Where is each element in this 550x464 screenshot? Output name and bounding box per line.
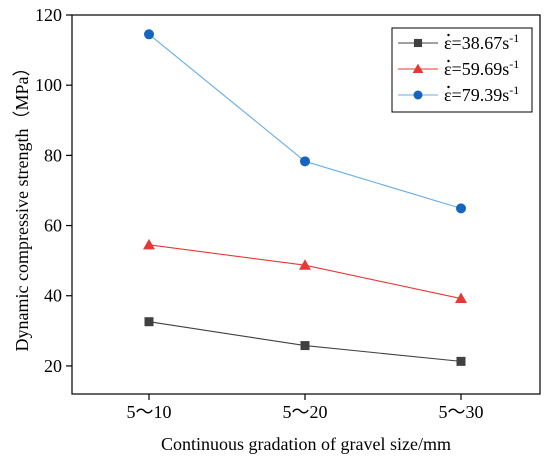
legend-label-superscript: -1 [509,31,519,45]
legend-label-base: ε=79.39s [444,85,509,105]
legend-label: ε=59.69s-1 [444,57,519,79]
y-tick-label: 20 [44,356,62,376]
x-tick-label: 5～30 [439,402,484,422]
legend-label: ε=79.39s-1 [444,83,519,105]
x-tick-label: 5～10 [127,402,172,422]
legend-item: ε=38.67s-1 [398,31,519,53]
data-point [144,29,154,40]
series-2 [143,238,467,304]
y-axis-title: Dynamic compressive strength（MPa） [12,59,32,352]
legend-label-superscript: -1 [509,57,519,71]
data-point [456,356,466,366]
y-axis-ticks: 20 40 60 80 100 120 [35,5,72,376]
legend-label-base: ε=38.67s [444,33,509,53]
series-layer [143,29,467,366]
data-point [455,292,467,304]
legend-marker [413,38,423,48]
legend-label-superscript: -1 [509,83,519,97]
y-tick-label: 120 [35,5,62,25]
y-tick-label: 40 [44,286,62,306]
data-point [456,203,466,214]
series-1 [144,317,466,366]
data-point [299,259,311,270]
x-axis-title: Continuous gradation of gravel size/mm [161,434,451,454]
legend-item: ε=59.69s-1 [398,57,519,79]
data-point [143,238,155,250]
plot-frame [71,14,541,395]
legend: ε=38.67s-1ε=59.69s-1ε=79.39s-1 [391,27,533,113]
x-axis-ticks: 5～10 5～20 5～30 [127,394,484,422]
epsilon-dot [447,85,450,89]
legend-marker [412,63,424,74]
legend-marker [413,90,423,100]
series-3 [144,29,466,214]
legend-label: ε=38.67s-1 [444,31,519,53]
data-point [300,341,310,351]
y-tick-label: 100 [35,75,62,95]
y-tick-label: 80 [44,145,62,165]
x-tick-label: 5～20 [283,402,328,422]
plot-area-border [71,14,541,395]
data-point [300,156,310,167]
epsilon-dot [447,59,450,63]
data-point [144,317,154,327]
epsilon-dot [447,33,450,37]
y-tick-label: 60 [44,216,62,236]
legend-label-base: ε=59.69s [444,59,509,79]
legend-item: ε=79.39s-1 [398,83,519,105]
series-line [148,244,462,300]
